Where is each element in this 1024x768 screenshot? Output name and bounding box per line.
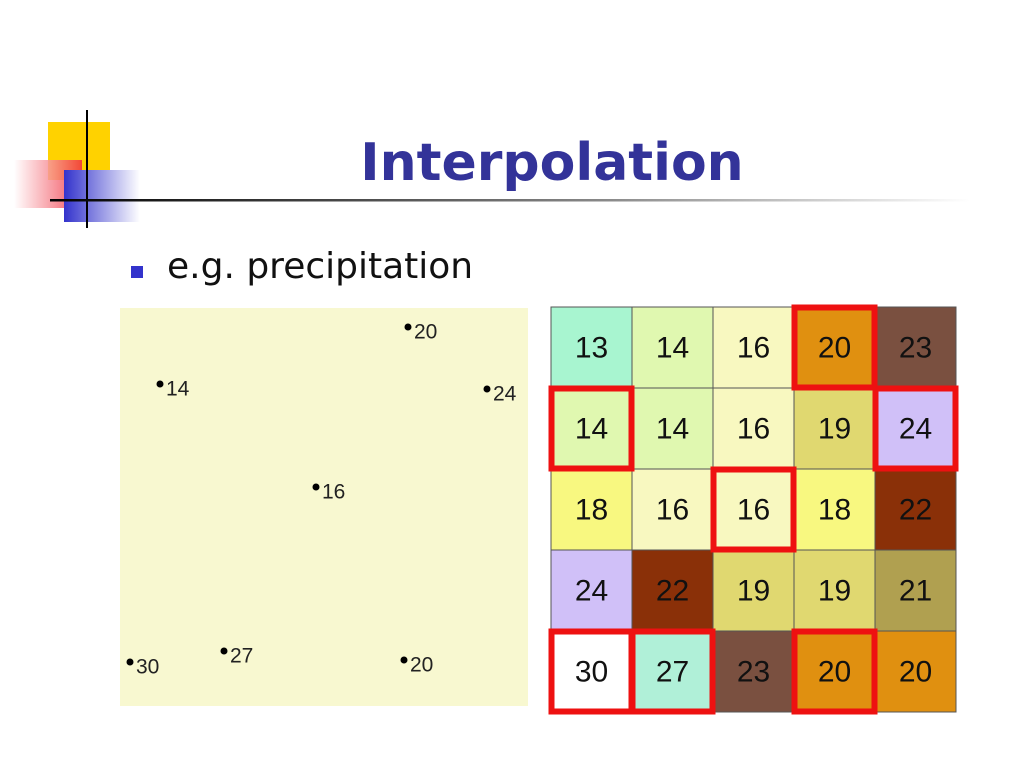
sample-point	[126, 658, 134, 666]
highlight-box	[872, 385, 959, 472]
cell-value: 18	[575, 493, 608, 526]
cell-value: 20	[818, 655, 851, 688]
sample-point	[400, 656, 408, 664]
grid-cell	[631, 468, 714, 551]
point-label: 20	[410, 654, 433, 677]
sample-point	[312, 483, 320, 491]
sample-point	[483, 385, 491, 393]
grid-cell	[793, 630, 876, 713]
grid-cell	[712, 549, 795, 632]
grid-cell	[874, 468, 957, 551]
grid-cell	[631, 630, 714, 713]
cell-value: 16	[656, 493, 689, 526]
grid-cell	[550, 630, 633, 713]
cell-value: 27	[656, 655, 689, 688]
highlight-box	[791, 628, 878, 715]
cell-value: 16	[737, 331, 770, 364]
grid-cell	[793, 468, 876, 551]
grid-cell	[712, 468, 795, 551]
grid-cell	[712, 306, 795, 389]
cell-value: 19	[737, 574, 770, 607]
grid-cell	[793, 549, 876, 632]
point-label: 20	[414, 321, 437, 344]
cell-value: 19	[818, 412, 851, 445]
cell-value: 23	[737, 655, 770, 688]
grid-cell	[874, 306, 957, 389]
point-map	[120, 308, 528, 706]
cell-value: 24	[899, 412, 932, 445]
sample-point	[404, 323, 412, 331]
cell-value: 20	[818, 331, 851, 364]
point-label: 16	[322, 481, 345, 504]
grid-cell	[874, 549, 957, 632]
cell-value: 16	[737, 493, 770, 526]
cell-value: 30	[575, 655, 608, 688]
point-label: 30	[136, 656, 159, 679]
grid-cell	[631, 549, 714, 632]
cell-value: 14	[656, 412, 689, 445]
grid-cell	[550, 387, 633, 470]
cell-value: 23	[899, 331, 932, 364]
cell-value: 19	[818, 574, 851, 607]
grid-cell	[712, 630, 795, 713]
deco-blue	[64, 170, 140, 222]
cell-value: 21	[899, 574, 932, 607]
cell-value: 20	[899, 655, 932, 688]
grid-cell	[631, 306, 714, 389]
highlight-box	[548, 385, 635, 472]
cell-value: 14	[656, 331, 689, 364]
cell-value: 18	[818, 493, 851, 526]
cell-value: 22	[899, 493, 932, 526]
highlight-box	[710, 466, 797, 553]
cell-value: 14	[575, 412, 608, 445]
point-label: 14	[166, 378, 190, 401]
cell-value: 13	[575, 331, 608, 364]
sample-point	[220, 647, 228, 655]
grid-cell	[550, 468, 633, 551]
bullet-text: e.g. precipitation	[167, 246, 473, 287]
cell-value: 16	[737, 412, 770, 445]
point-label: 24	[493, 383, 517, 406]
slide-title: Interpolation	[360, 133, 743, 193]
highlight-box	[791, 304, 878, 391]
highlight-box	[629, 628, 716, 715]
grid-cell	[874, 630, 957, 713]
cell-value: 24	[575, 574, 608, 607]
cell-value: 22	[656, 574, 689, 607]
title-rule	[50, 199, 970, 202]
point-label: 27	[230, 645, 253, 668]
grid-cell	[550, 549, 633, 632]
sample-point	[156, 380, 164, 388]
bullet-marker	[131, 266, 143, 278]
